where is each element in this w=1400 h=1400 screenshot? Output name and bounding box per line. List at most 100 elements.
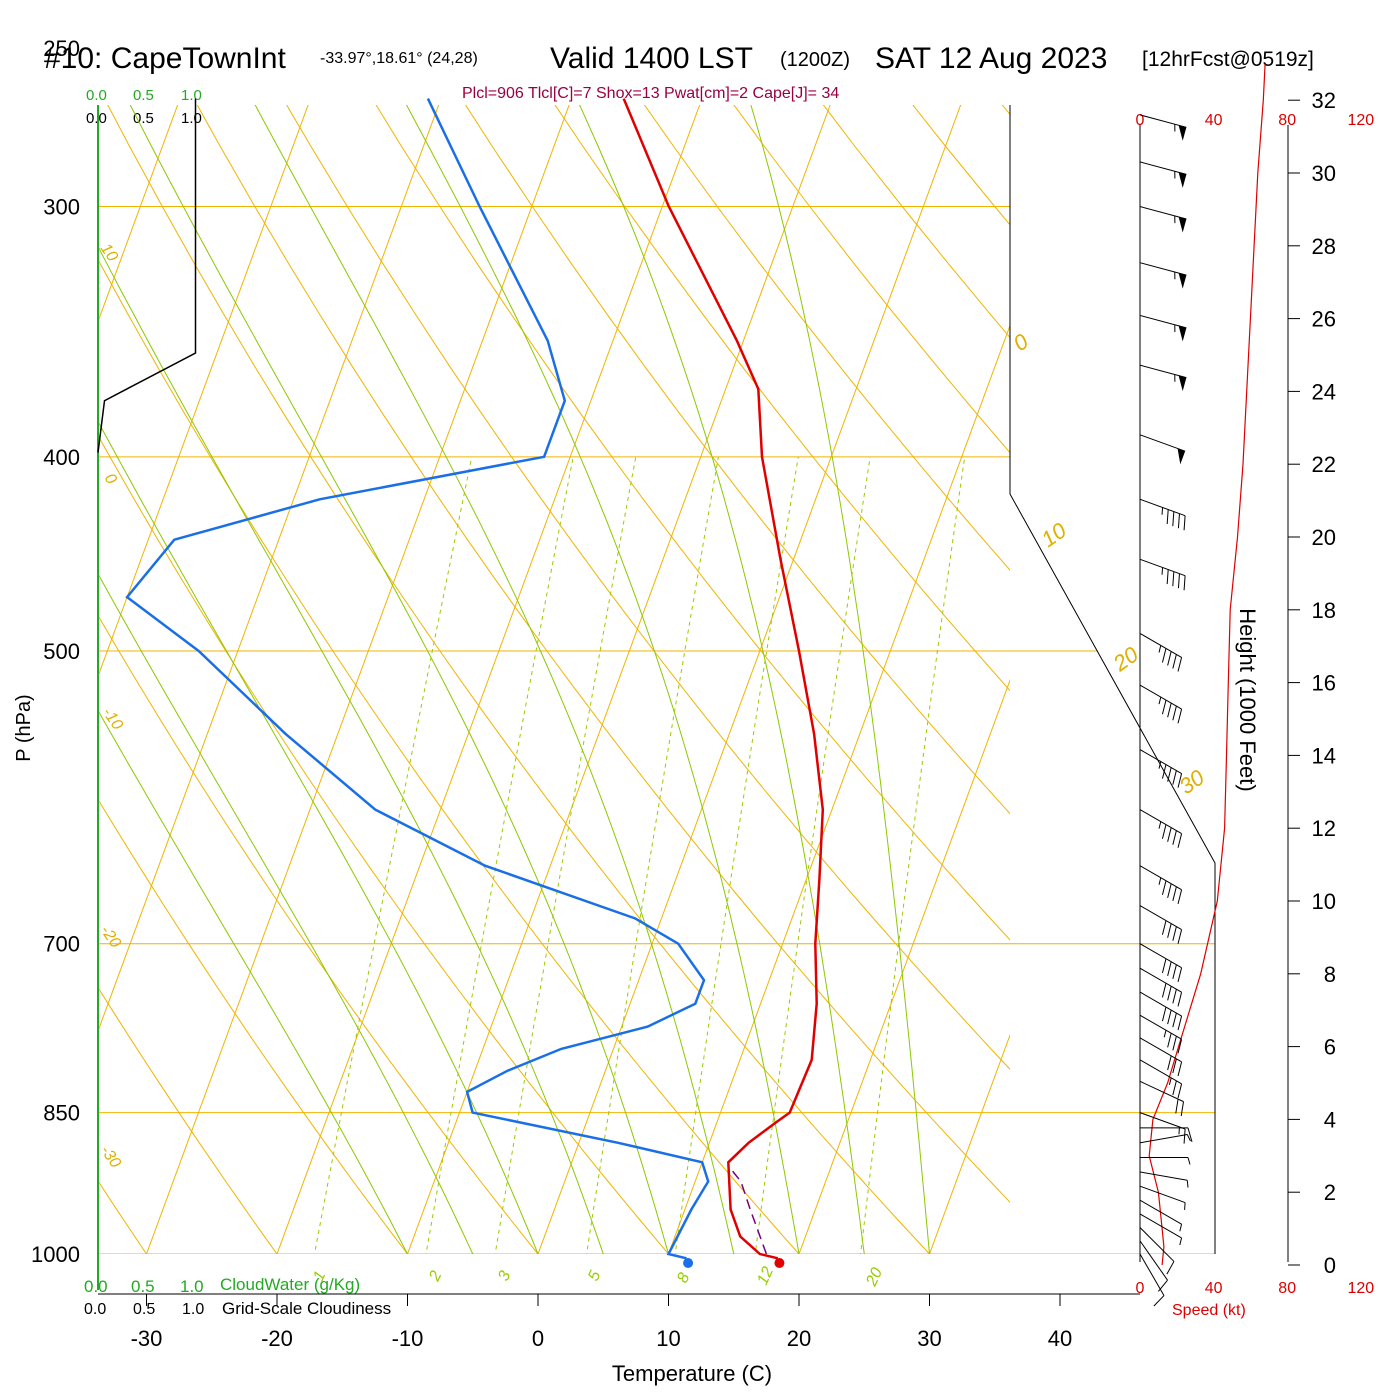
- speed-tick-label-top: 80: [1278, 112, 1296, 129]
- dry-adiabat-line: [107, 105, 931, 1254]
- moist-adiabat-line: [579, 105, 865, 1254]
- moist-adiabat-line: [98, 572, 474, 1254]
- isotherm-line: [98, 105, 440, 1033]
- wind-barb: [1139, 905, 1183, 944]
- mixing-ratio-lines: [313, 456, 966, 1254]
- wind-barb: [1139, 809, 1183, 848]
- isotherm-line: [1291, 12, 1400, 1337]
- dewpoint-profile: [125, 98, 710, 1260]
- pressure-tick-label: 250: [43, 36, 80, 61]
- mixing-ratio-labels: 1 2 3 5 8 12 20: [310, 1264, 886, 1289]
- height-tick-label: 8: [1324, 962, 1336, 987]
- x-tick-label: 40: [1048, 1326, 1072, 1351]
- surface-markers: [683, 1258, 785, 1268]
- wind-barb: [1139, 865, 1183, 904]
- dry-adiabat-line: [375, 105, 1010, 941]
- dry-adiabat-label: -20: [97, 923, 124, 952]
- moist-adiabat-line: [98, 420, 539, 1254]
- dry-adiabat-line: [1015, 12, 1400, 1337]
- cloud-scale-top-black-1: 0.5: [133, 110, 154, 127]
- height-tick-label: 12: [1312, 816, 1336, 841]
- dry-adiabat-line: [98, 1179, 148, 1254]
- dry-adiabat-line: [1188, 12, 1400, 1337]
- cloud-scale-bottom-green-2: 1.0: [180, 1277, 204, 1296]
- isotherm-line: [667, 324, 1010, 1254]
- wind-barb: [1140, 1156, 1191, 1165]
- temperature-axis: -30 -20 -10 0 10 20 30 40: [131, 1294, 1072, 1351]
- temperature-line: [622, 98, 825, 1260]
- cloud-scale-bottom: 0.0 0.5 1.0 CloudWater (g/Kg) 0.0 0.5 1.…: [84, 1275, 391, 1318]
- height-tick-label: 30: [1312, 161, 1336, 186]
- wind-barb: [1139, 114, 1187, 141]
- cloud-scale-bottom-black-0: 0.0: [84, 1301, 106, 1318]
- wind-barb: [1139, 943, 1183, 982]
- speed-axis-label: Speed (kt): [1172, 1302, 1246, 1319]
- dry-adiabat-label: -10: [99, 705, 126, 734]
- cloud-scale-top-green-1: 0.5: [133, 87, 154, 104]
- dry-adiabat-line: [733, 105, 1010, 454]
- dry-adiabat-label: -30: [97, 1143, 124, 1172]
- mixing-ratio-line: [586, 456, 719, 1254]
- isotherm-line: [928, 1033, 1010, 1254]
- stability-indices: Plcl=906 Tlcl[C]=7 Shox=13 Pwat[cm]=2 Ca…: [462, 85, 839, 102]
- height-tick-label: 24: [1312, 379, 1336, 404]
- moist-adiabat-line: [750, 105, 931, 1254]
- height-tick-label: 10: [1312, 889, 1336, 914]
- cloud-scale-top-green-2: 1.0: [181, 87, 202, 104]
- speed-tick-label-bottom: 0: [1136, 1280, 1145, 1297]
- dry-adiabat-line: [98, 614, 539, 1254]
- wind-barb: [1139, 1133, 1191, 1144]
- cloudwater-label: CloudWater (g/Kg): [220, 1275, 360, 1294]
- wind-barb: [1139, 749, 1183, 788]
- wind-barb: [1139, 1080, 1184, 1117]
- cloud-scale-bottom-black-2: 1.0: [182, 1301, 204, 1318]
- cloud-scale-top-green-0: 0.0: [86, 87, 107, 104]
- dry-adiabat-line: [554, 105, 1010, 692]
- wind-barb: [1140, 1127, 1193, 1142]
- cloud-scale-bottom-green-0: 0.0: [84, 1277, 108, 1296]
- isotherm-line: [1160, 12, 1400, 1337]
- moist-adiabat-label: 0: [1009, 328, 1034, 356]
- wind-barb: [1139, 1112, 1186, 1144]
- surface-temperature-dot: [774, 1258, 785, 1268]
- wind-barb: [1139, 1227, 1175, 1275]
- wind-barb: [1139, 314, 1187, 342]
- moist-adiabat-label: 10: [1037, 517, 1072, 552]
- y-axis-label: P (hPa): [13, 694, 35, 761]
- isotherm-line: [798, 678, 1010, 1254]
- dry-adiabat-line: [98, 986, 278, 1254]
- height-tick-label: 0: [1324, 1253, 1336, 1278]
- mixing-ratio-line: [313, 456, 473, 1254]
- dry-adiabat-label: 0: [101, 471, 120, 488]
- wind-barb: [1139, 684, 1183, 724]
- mixing-ratio-line: [674, 456, 799, 1254]
- dry-adiabat-line: [1275, 12, 1400, 1337]
- dry-adiabat-line: [98, 258, 800, 1254]
- moist-adiabat-labels: 0 10 20 30: [1009, 328, 1210, 799]
- chart-title-valid: Valid 1400 LST: [550, 42, 753, 75]
- isobar-lines: [98, 206, 1215, 1254]
- surface-dewpoint-dot: [683, 1258, 694, 1268]
- height-tick-label: 4: [1324, 1107, 1336, 1132]
- moist-adiabat-line: [405, 105, 800, 1254]
- mixing-ratio-label: 3: [495, 1268, 514, 1283]
- wind-barb: [1139, 1037, 1183, 1077]
- mixing-ratio-line: [425, 456, 574, 1254]
- cloud-scale-top: 0.0 0.5 1.0 0.0 0.5 1.0: [86, 87, 202, 127]
- cloud-scale-bottom-black-1: 0.5: [133, 1301, 155, 1318]
- mixing-ratio-label: 8: [674, 1270, 693, 1285]
- parcel-profile: [729, 1167, 768, 1255]
- wind-barb: [1139, 1171, 1189, 1188]
- speed-tick-label-top: 0: [1136, 112, 1145, 129]
- moist-adiabat-lines: [98, 105, 931, 1254]
- frame-right-edge: [1009, 105, 1216, 1254]
- speed-tick-label-bottom: 120: [1347, 1280, 1374, 1297]
- x-tick-label: 30: [917, 1326, 941, 1351]
- chart-title-date: SAT 12 Aug 2023: [875, 42, 1107, 75]
- wind-barb: [1139, 1199, 1183, 1232]
- dry-adiabat-line: [643, 105, 1010, 571]
- dry-adiabat-line: [822, 105, 1010, 339]
